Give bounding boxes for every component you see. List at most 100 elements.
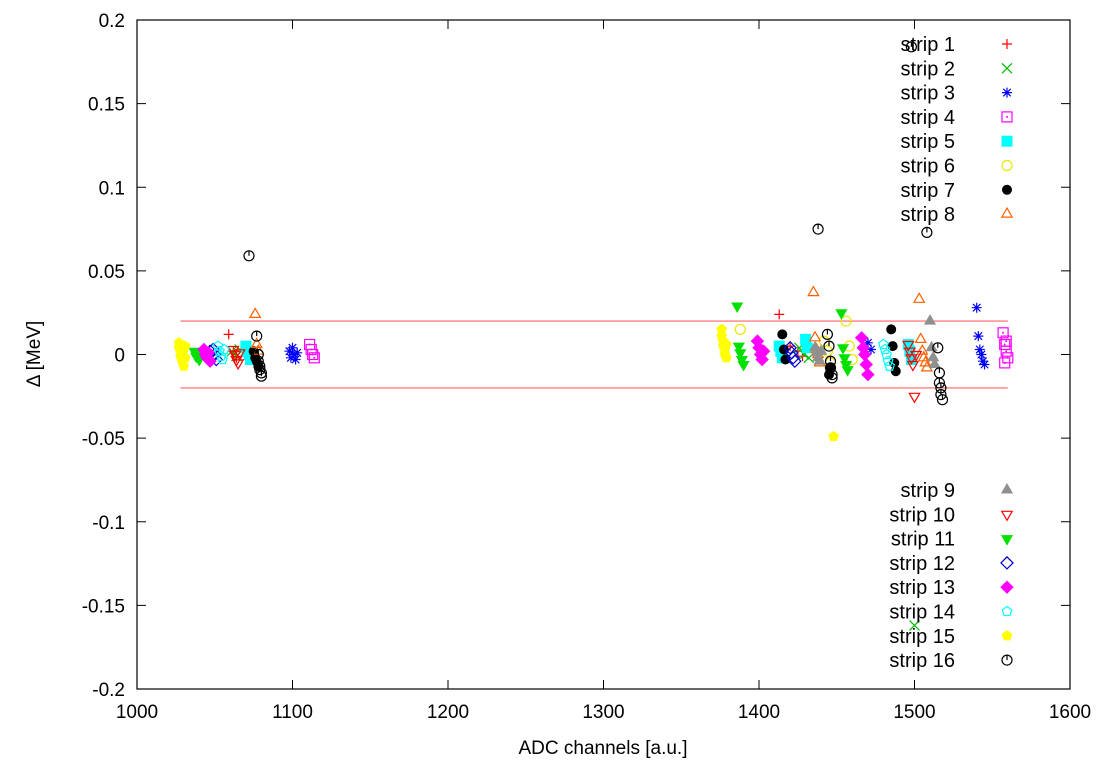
data-point [248, 307, 262, 318]
series-strip-11 [188, 302, 854, 377]
y-tick-label: -0.05 [82, 429, 125, 450]
data-point [243, 250, 255, 262]
data-point [287, 342, 298, 353]
data-point [866, 344, 876, 355]
data-point [914, 332, 927, 343]
legend-marker [1001, 605, 1013, 617]
legend-label: strip 4 [901, 107, 955, 129]
data-point [881, 348, 892, 360]
data-point [912, 292, 926, 303]
series-strip-13 [197, 331, 875, 382]
y-tick-label: 0.2 [99, 11, 125, 32]
data-point [251, 330, 263, 342]
legend-marker [1001, 62, 1013, 74]
series-strip-16 [243, 41, 949, 406]
data-point [999, 338, 1011, 351]
data-point [821, 328, 834, 340]
x-tick-label: 1300 [582, 702, 624, 723]
data-point [252, 355, 264, 367]
data-point [289, 349, 300, 360]
data-point [783, 340, 797, 355]
legend-label: strip 5 [901, 131, 955, 153]
legend-marker [1002, 184, 1012, 195]
data-point [886, 324, 897, 335]
series-strip-3 [284, 302, 990, 370]
data-point [973, 331, 984, 342]
data-point [223, 329, 234, 340]
legend-label: strip 3 [901, 83, 955, 105]
data-point [921, 226, 933, 238]
data-point [936, 394, 949, 406]
data-point [179, 340, 191, 351]
series-strip-14 [212, 338, 896, 371]
legend-marker [1000, 556, 1014, 570]
data-point [212, 340, 224, 351]
data-point [732, 342, 745, 354]
data-point [935, 389, 947, 401]
legend-label: strip 2 [901, 58, 955, 80]
data-point [882, 355, 894, 366]
data-point [862, 337, 873, 348]
legend-marker [1000, 510, 1014, 522]
legend-label: strip 9 [901, 480, 955, 502]
data-point [997, 327, 1009, 339]
data-point [977, 356, 988, 367]
data-point [720, 338, 732, 350]
y-tick-label: 0.15 [88, 95, 125, 116]
legend-marker [1001, 135, 1013, 147]
legend-marker [1001, 111, 1013, 123]
data-point [835, 309, 848, 320]
legend-label: strip 15 [889, 626, 955, 648]
data-point [734, 349, 747, 360]
legend-label: strip 14 [889, 602, 955, 624]
data-point [841, 366, 854, 377]
data-point [836, 344, 850, 355]
legend-marker [1001, 159, 1013, 172]
data-point [828, 430, 839, 442]
data-point [218, 343, 230, 355]
series-strip-4 [304, 327, 1014, 369]
data-point [786, 350, 801, 365]
data-point [932, 342, 944, 354]
data-point [231, 359, 245, 371]
data-point [909, 619, 920, 631]
data-point [203, 354, 217, 368]
series-strip-2 [226, 342, 920, 631]
data-point [838, 354, 851, 365]
legend-label: strip 11 [891, 529, 955, 551]
x-tick-label: 1600 [1049, 702, 1091, 723]
data-point [976, 349, 987, 360]
data-point [974, 344, 985, 355]
data-point [928, 357, 941, 368]
data-point [1000, 335, 1012, 347]
data-point [920, 360, 934, 372]
data-point [999, 357, 1011, 369]
data-point [919, 355, 932, 367]
data-point [905, 41, 918, 53]
data-point [778, 344, 789, 355]
legend-label: strip 16 [889, 650, 955, 672]
data-point [971, 302, 982, 313]
data-point [826, 372, 838, 384]
legend-label: strip 12 [889, 553, 955, 575]
data-point [854, 331, 869, 345]
data-point [813, 354, 826, 365]
legend-label: strip 8 [901, 204, 955, 226]
data-point [178, 360, 190, 371]
data-point [979, 359, 990, 370]
data-point [906, 360, 920, 372]
x-tick-label: 1400 [738, 702, 780, 723]
x-tick-label: 1200 [427, 702, 469, 723]
data-point [756, 344, 771, 358]
y-tick-label: -0.1 [92, 513, 125, 534]
y-tick-label: 0 [114, 346, 125, 367]
data-point [777, 329, 788, 340]
data-point [812, 223, 824, 235]
data-point [179, 352, 191, 363]
data-point [909, 350, 923, 362]
legend-marker [1001, 630, 1013, 641]
data-point [720, 352, 732, 363]
data-point [916, 344, 929, 355]
x-tick-label: 1000 [116, 702, 158, 723]
